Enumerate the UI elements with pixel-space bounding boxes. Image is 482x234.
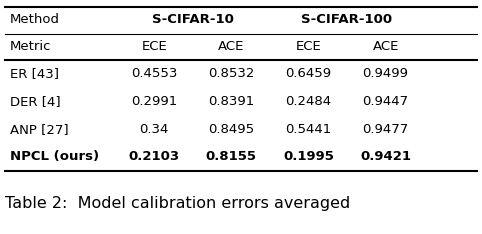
Text: 0.4553: 0.4553 [131, 67, 177, 80]
Text: S-CIFAR-100: S-CIFAR-100 [301, 13, 393, 26]
Text: 0.8532: 0.8532 [208, 67, 254, 80]
Text: S-CIFAR-10: S-CIFAR-10 [152, 13, 234, 26]
Text: ECE: ECE [141, 40, 167, 53]
Text: 0.8391: 0.8391 [208, 95, 254, 108]
Text: ER [43]: ER [43] [10, 67, 59, 80]
Text: 0.2991: 0.2991 [131, 95, 177, 108]
Text: Method: Method [10, 13, 60, 26]
Text: DER [4]: DER [4] [10, 95, 60, 108]
Text: NPCL (ours): NPCL (ours) [10, 150, 99, 163]
Text: ANP [27]: ANP [27] [10, 123, 68, 136]
Text: Table 2:  Model calibration errors averaged: Table 2: Model calibration errors averag… [5, 196, 350, 211]
Text: 0.9477: 0.9477 [362, 123, 409, 136]
Text: Metric: Metric [10, 40, 51, 53]
Text: 0.2103: 0.2103 [129, 150, 180, 163]
Text: 0.6459: 0.6459 [285, 67, 332, 80]
Text: 0.8495: 0.8495 [208, 123, 254, 136]
Text: 0.9447: 0.9447 [362, 95, 409, 108]
Text: ACE: ACE [218, 40, 244, 53]
Text: ECE: ECE [295, 40, 321, 53]
Text: 0.9499: 0.9499 [362, 67, 409, 80]
Text: 0.9421: 0.9421 [360, 150, 411, 163]
Text: ACE: ACE [373, 40, 399, 53]
Text: 0.2484: 0.2484 [285, 95, 332, 108]
Text: 0.5441: 0.5441 [285, 123, 332, 136]
Text: 0.1995: 0.1995 [283, 150, 334, 163]
Text: 0.34: 0.34 [140, 123, 169, 136]
Text: 0.8155: 0.8155 [206, 150, 257, 163]
